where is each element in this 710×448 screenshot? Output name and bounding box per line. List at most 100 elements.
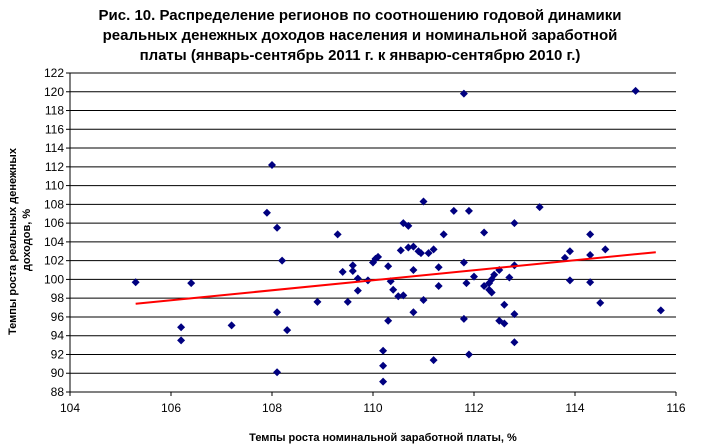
chart-title: Рис. 10. Распределение регионов по соотн… <box>40 6 680 66</box>
y-tick-label: 104 <box>44 235 64 249</box>
data-point <box>500 319 509 328</box>
x-tick-label: 116 <box>666 401 685 415</box>
data-point <box>505 273 514 282</box>
data-point <box>273 223 282 232</box>
data-point <box>470 272 478 281</box>
data-point <box>273 368 282 377</box>
data-point <box>424 249 433 258</box>
data-point <box>464 350 473 359</box>
data-point <box>490 270 499 279</box>
data-point <box>268 160 276 169</box>
y-tick-label: 106 <box>44 216 64 230</box>
chart-title-line-3: платы (январь-сентябрь 2011 г. к январю-… <box>139 47 581 64</box>
data-point <box>459 258 468 267</box>
data-point <box>449 206 458 215</box>
data-point <box>434 281 443 290</box>
data-point <box>404 243 413 252</box>
grid-lines <box>70 72 676 393</box>
trendline-group <box>135 251 656 305</box>
data-point <box>462 279 471 288</box>
data-point <box>416 249 425 258</box>
data-point <box>535 203 544 212</box>
data-point <box>389 285 398 294</box>
data-point <box>273 308 282 317</box>
x-tick-label: 114 <box>565 401 584 415</box>
data-point <box>439 230 448 239</box>
data-point <box>510 338 519 347</box>
data-point <box>379 346 388 355</box>
data-point <box>379 361 388 370</box>
y-tick-label: 96 <box>51 310 65 324</box>
data-point <box>353 286 362 295</box>
data-point <box>343 297 352 306</box>
x-tick-label: 106 <box>161 401 181 415</box>
data-point <box>464 206 473 215</box>
data-point <box>459 314 468 323</box>
x-tick-label: 104 <box>60 401 80 415</box>
y-tick-label: 100 <box>44 272 64 286</box>
data-point <box>586 230 595 239</box>
data-point <box>419 296 428 305</box>
data-point <box>409 242 418 251</box>
data-point <box>177 336 186 345</box>
y-tick-label: 108 <box>44 197 64 211</box>
y-tick-label: 112 <box>45 160 64 174</box>
data-point <box>434 263 443 272</box>
y-axis-label-line-2: доходов, % <box>21 209 33 271</box>
data-point <box>262 208 271 217</box>
data-point <box>187 279 196 288</box>
data-point <box>409 308 418 317</box>
y-tick-label: 118 <box>45 104 64 118</box>
data-point <box>560 253 569 262</box>
y-axis-label: Темпы роста реальных денежных доходов, % <box>7 145 33 335</box>
data-point <box>283 326 292 335</box>
x-tick-label: 108 <box>262 401 282 415</box>
data-point <box>313 297 322 306</box>
data-point <box>409 266 418 275</box>
data-point <box>348 266 357 275</box>
data-point <box>353 274 362 283</box>
data-point <box>510 219 519 228</box>
y-tick-label: 98 <box>51 291 65 305</box>
data-point <box>596 298 605 307</box>
x-tick-label: 110 <box>363 401 382 415</box>
data-point <box>586 251 595 260</box>
data-point <box>374 252 383 261</box>
data-point <box>396 246 405 255</box>
data-point <box>419 197 428 206</box>
data-point <box>278 256 287 265</box>
data-points <box>131 86 665 386</box>
data-point <box>510 310 519 319</box>
y-tick-labels: 88 90 92 94 96 98 100 102 104 106 108 110 112 114 116 1… <box>44 66 70 399</box>
data-point <box>177 323 186 332</box>
data-point <box>348 261 357 270</box>
data-point <box>500 300 509 309</box>
data-point <box>429 356 438 365</box>
data-point <box>586 278 595 287</box>
data-point <box>379 377 388 386</box>
y-tick-label: 90 <box>51 366 65 380</box>
y-tick-label: 88 <box>51 385 65 399</box>
x-tick-label: 112 <box>464 401 483 415</box>
y-tick-label: 122 <box>44 66 64 80</box>
y-tick-label: 114 <box>45 141 64 155</box>
chart-title-line-1: Рис. 10. Распределение регионов по соотн… <box>98 7 622 24</box>
data-point <box>384 262 393 271</box>
data-point <box>631 86 640 95</box>
data-point <box>487 288 496 297</box>
data-point <box>480 228 489 237</box>
chart-title-line-2: реальных денежных доходов населения и но… <box>102 27 618 44</box>
axes <box>69 73 676 393</box>
data-point <box>384 316 393 325</box>
data-point <box>601 245 610 254</box>
y-tick-label: 120 <box>44 85 64 99</box>
y-tick-label: 116 <box>45 122 64 136</box>
x-tick-labels: 104 106 108 110 112 114 116 <box>60 392 686 415</box>
data-point <box>565 247 574 256</box>
trendline <box>135 251 656 305</box>
x-axis-label: Темпы роста номинальной заработной платы… <box>249 432 517 444</box>
data-point <box>394 292 403 301</box>
data-point <box>227 321 236 330</box>
data-point <box>429 245 438 254</box>
